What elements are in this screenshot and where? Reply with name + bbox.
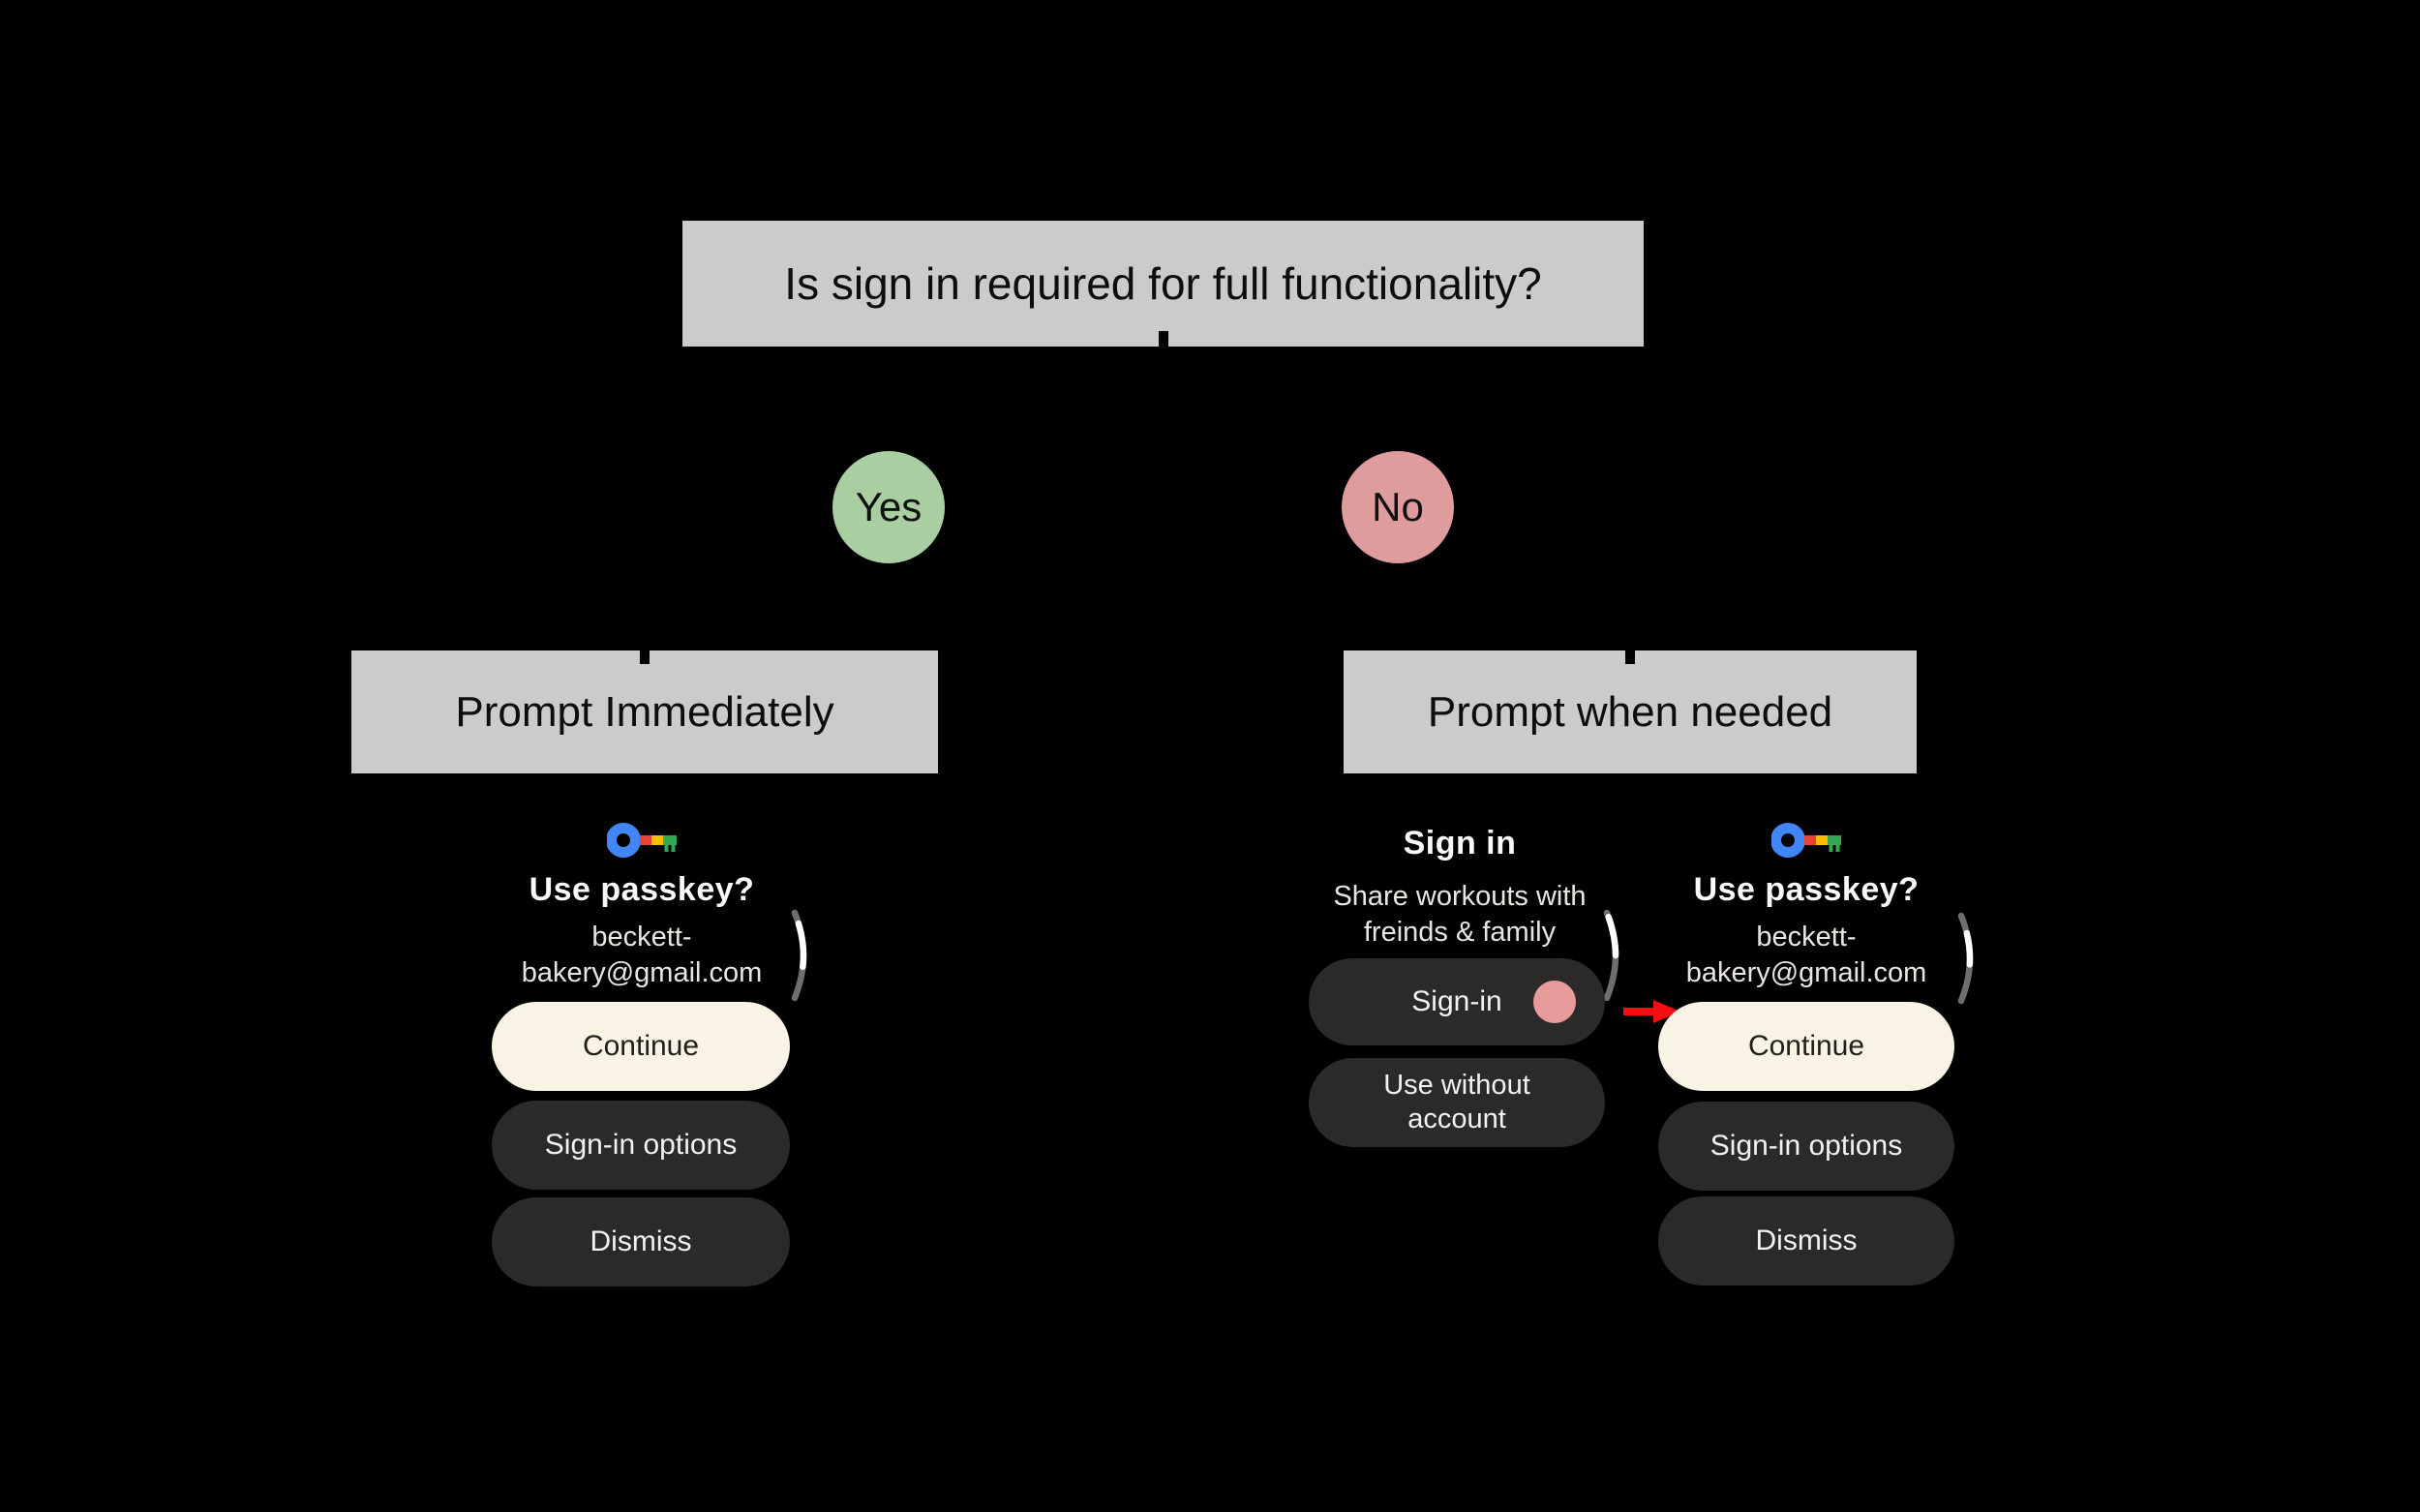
subtitle-line2: freinds & family [1363,917,1557,948]
screen-title: Use passkey? [529,871,755,908]
subtitle-line1: Share workouts with [1333,881,1587,912]
use-without-account-label: Use without account [1383,1070,1530,1134]
outcome-box-prompt-immediately: Prompt Immediately [351,650,938,773]
signin-options-label: Sign-in options [544,1129,738,1161]
signin-options-label: Sign-in options [1709,1130,1903,1162]
email-line2: bakery@gmail.com [1685,957,1927,988]
branch-no-label: No [1372,484,1424,529]
passkey-icon [1771,823,1841,858]
scroll-indicator [791,909,807,1002]
flow-arrow-icon [1623,1000,1680,1023]
outcome-right-label: Prompt when needed [1427,687,1833,736]
dismiss-button[interactable]: Dismiss [492,1197,790,1286]
account-email: beckett- bakery@gmail.com [462,920,822,991]
branch-yes-label: Yes [855,484,923,529]
scroll-indicator [1957,912,1974,1005]
screen-subtitle: Share workouts with freinds & family [1280,879,1640,951]
connector-stub [1625,650,1635,664]
connector-stub [640,650,650,664]
continue-button[interactable]: Continue [492,1002,790,1091]
signin-options-button[interactable]: Sign-in options [492,1101,790,1190]
continue-label: Continue [582,1030,700,1062]
passkey-screen-right: Use passkey? beckett- bakery@gmail.com C… [1626,811,1986,1305]
outcome-box-prompt-when-needed: Prompt when needed [1344,650,1917,773]
screen-title: Sign in [1403,825,1517,862]
passkey-icon [607,823,677,858]
branch-yes: Yes [832,451,945,563]
email-line2: bakery@gmail.com [521,957,763,988]
continue-label: Continue [1747,1030,1865,1062]
branch-no: No [1342,451,1454,563]
signin-options-button[interactable]: Sign-in options [1658,1102,1954,1191]
question-box: Is sign in required for full functionali… [682,221,1644,347]
signin-label: Sign-in [1411,985,1502,1017]
dismiss-button[interactable]: Dismiss [1658,1196,1954,1285]
dismiss-label: Dismiss [590,1225,692,1257]
tap-indicator-dot [1533,981,1576,1023]
passkey-screen-left: Use passkey? beckett- bakery@gmail.com C… [462,811,822,1305]
scroll-indicator [1603,909,1619,1002]
connector-stub [1159,331,1168,347]
dismiss-label: Dismiss [1755,1225,1858,1256]
outcome-left-label: Prompt Immediately [455,687,834,736]
email-line1: beckett- [591,922,692,953]
screen-title: Use passkey? [1693,871,1920,908]
account-email: beckett- bakery@gmail.com [1626,920,1986,991]
continue-button[interactable]: Continue [1658,1002,1954,1091]
question-label: Is sign in required for full functionali… [784,258,1542,309]
signin-button[interactable]: Sign-in [1309,958,1605,1045]
use-without-account-button[interactable]: Use without account [1309,1058,1605,1147]
email-line1: beckett- [1756,922,1857,953]
signin-screen: Sign in Share workouts with freinds & fa… [1280,811,1640,1179]
